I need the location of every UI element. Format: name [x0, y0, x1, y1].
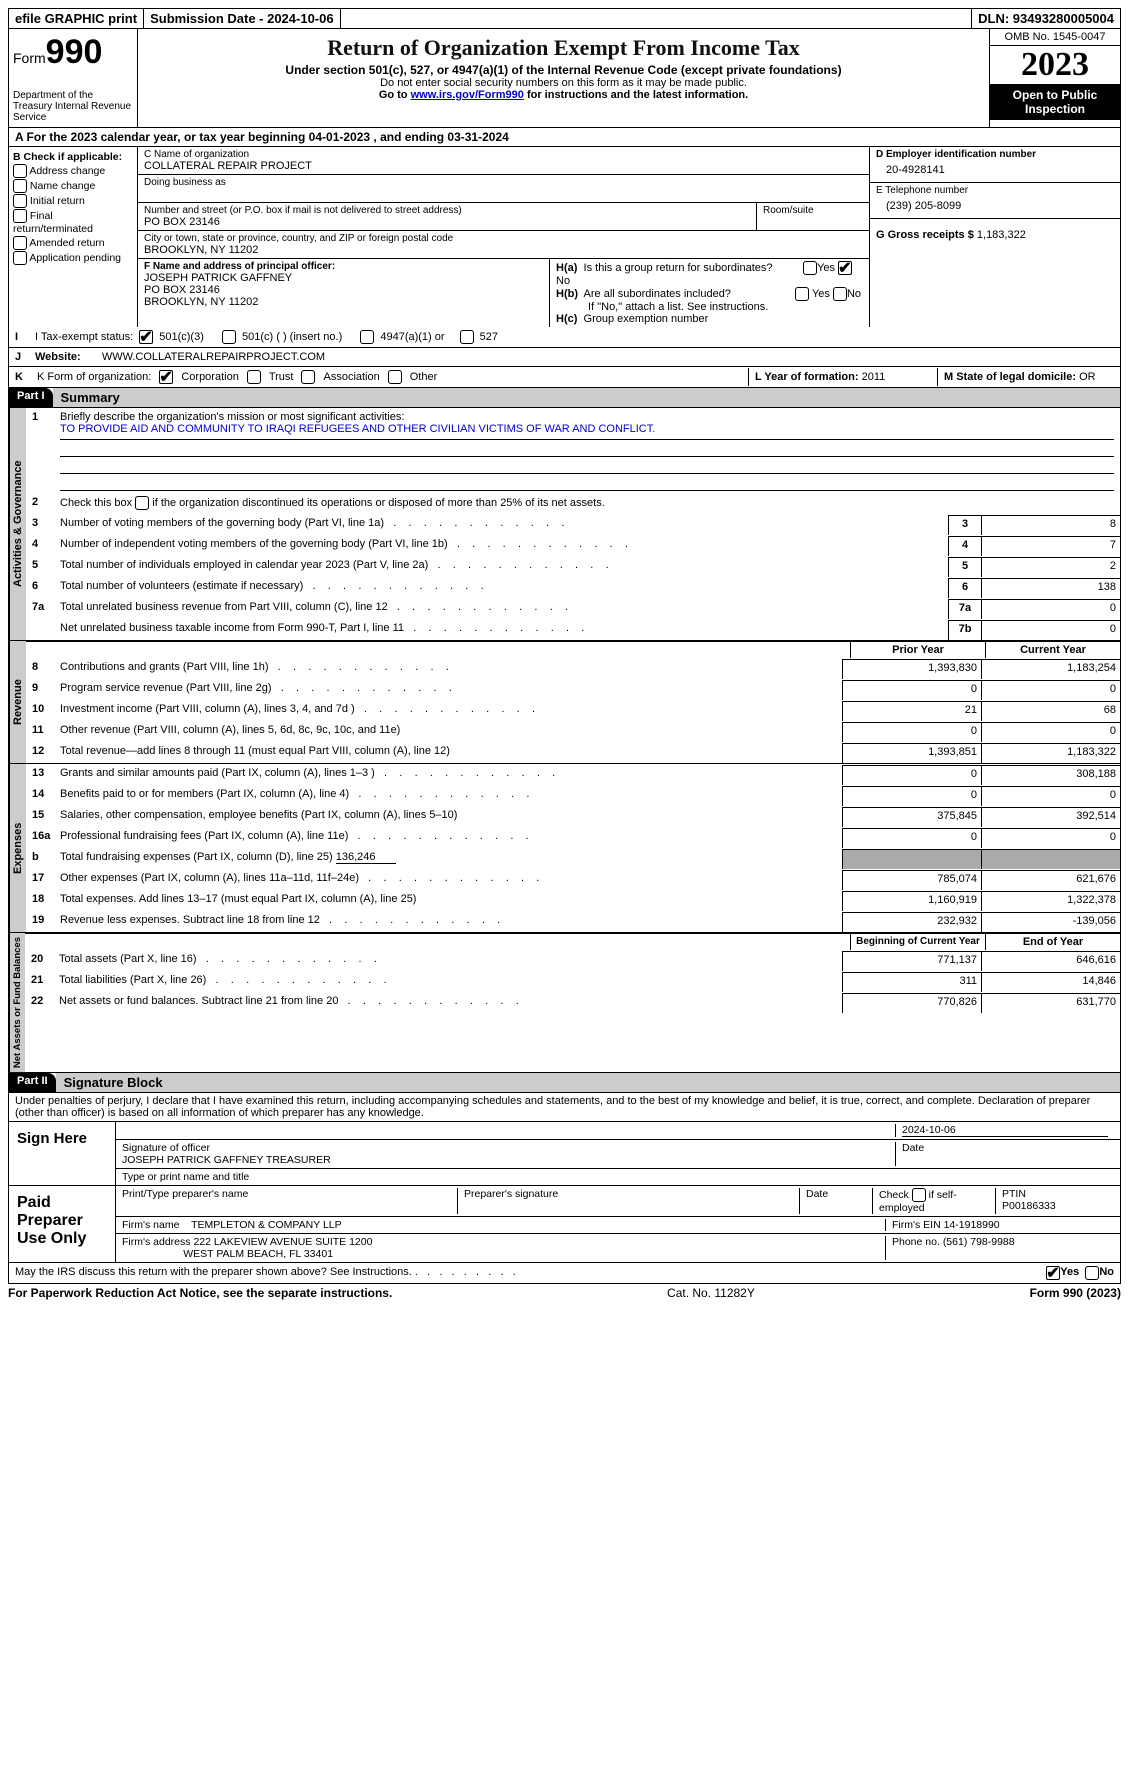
- val-6: 138: [981, 578, 1120, 598]
- val-4: 7: [981, 536, 1120, 556]
- top-bar: efile GRAPHIC print Submission Date - 20…: [8, 8, 1121, 29]
- form990-link[interactable]: www.irs.gov/Form990: [411, 89, 524, 101]
- cb-app-pending[interactable]: [13, 251, 27, 265]
- ptin: P00186333: [1002, 1200, 1102, 1212]
- hdr-boy: Beginning of Current Year: [850, 934, 985, 950]
- cb-assoc[interactable]: [301, 370, 315, 384]
- part1-label: Part I: [9, 388, 53, 407]
- open-to-public: Open to Public Inspection: [990, 84, 1120, 120]
- firm-ein: 14-1918990: [944, 1219, 1000, 1231]
- firm-addr: 222 LAKEVIEW AVENUE SUITE 1200: [193, 1236, 372, 1248]
- street: PO BOX 23146: [144, 216, 750, 228]
- hdr-current: Current Year: [985, 642, 1120, 658]
- part1-title: Summary: [53, 388, 1120, 407]
- tab-net-assets: Net Assets or Fund Balances: [9, 933, 25, 1072]
- cb-self-emp[interactable]: [912, 1188, 926, 1202]
- org-name: COLLATERAL REPAIR PROJECT: [144, 160, 863, 172]
- cat-no: Cat. No. 11282Y: [667, 1286, 755, 1300]
- cb-discontinued[interactable]: [135, 496, 149, 510]
- gross-label: G Gross receipts $: [876, 229, 974, 241]
- cb-discuss-yes[interactable]: [1046, 1266, 1060, 1280]
- year-formation: 2011: [862, 371, 886, 383]
- dba-label: Doing business as: [144, 177, 863, 188]
- val-5: 2: [981, 557, 1120, 577]
- part2-title: Signature Block: [56, 1073, 1120, 1092]
- state-domicile: OR: [1079, 371, 1096, 383]
- penalty-text: Under penalties of perjury, I declare th…: [8, 1093, 1121, 1122]
- firm-name: TEMPLETON & COMPANY LLP: [191, 1219, 342, 1231]
- form-number: 990: [46, 33, 103, 71]
- cb-name-change[interactable]: [13, 179, 27, 193]
- year-begin: 04-01-2023: [309, 130, 370, 144]
- footer: For Paperwork Reduction Act Notice, see …: [8, 1284, 1121, 1302]
- form-title: Return of Organization Exempt From Incom…: [142, 35, 985, 61]
- ein: 20-4928141: [876, 160, 1114, 180]
- firm-phone: (561) 798-9988: [943, 1236, 1015, 1248]
- dln: DLN: 93493280005004: [972, 9, 1120, 28]
- cb-trust[interactable]: [247, 370, 261, 384]
- cb-501c3[interactable]: [139, 330, 153, 344]
- cb-address-change[interactable]: [13, 164, 27, 178]
- hdr-prior: Prior Year: [850, 642, 985, 658]
- cb-amended[interactable]: [13, 236, 27, 250]
- omb-number: OMB No. 1545-0047: [990, 29, 1120, 46]
- tab-expenses: Expenses: [9, 764, 26, 932]
- org-name-label: C Name of organization: [144, 149, 863, 160]
- part2-label: Part II: [9, 1073, 56, 1092]
- cb-discuss-no[interactable]: [1085, 1266, 1099, 1280]
- val-3: 8: [981, 515, 1120, 535]
- form-header: Form990 Department of the Treasury Inter…: [8, 29, 1121, 128]
- officer-label: F Name and address of principal officer:: [144, 261, 335, 272]
- sign-date: 2024-10-06: [902, 1124, 956, 1136]
- cb-other[interactable]: [388, 370, 402, 384]
- cb-initial-return[interactable]: [13, 194, 27, 208]
- dept-label: Department of the Treasury Internal Reve…: [13, 90, 133, 123]
- cb-hb-no[interactable]: [833, 287, 847, 301]
- year-end: 03-31-2024: [447, 130, 508, 144]
- val-7a: 0: [981, 599, 1120, 619]
- cb-final-return[interactable]: [13, 209, 27, 223]
- form-subtitle: Under section 501(c), 527, or 4947(a)(1)…: [142, 63, 985, 77]
- cb-corp[interactable]: [159, 370, 173, 384]
- hdr-eoy: End of Year: [985, 934, 1120, 950]
- phone-label: E Telephone number: [876, 185, 1114, 196]
- cb-hb-yes[interactable]: [795, 287, 809, 301]
- tab-activities: Activities & Governance: [9, 408, 26, 640]
- website: WWW.COLLATERALREPAIRPROJECT.COM: [102, 351, 325, 363]
- pra-notice: For Paperwork Reduction Act Notice, see …: [8, 1286, 392, 1300]
- gross-receipts: 1,183,322: [977, 229, 1026, 241]
- form-word: Form: [13, 50, 46, 66]
- efile-label: efile GRAPHIC print: [9, 9, 144, 28]
- cb-4947[interactable]: [360, 330, 374, 344]
- tax-year: 2023: [990, 46, 1120, 84]
- paid-preparer: Paid Preparer Use Only: [9, 1186, 116, 1262]
- tab-revenue: Revenue: [9, 641, 26, 763]
- ein-label: D Employer identification number: [876, 149, 1036, 160]
- cb-ha-yes[interactable]: [803, 261, 817, 275]
- val-7b: 0: [981, 620, 1120, 640]
- officer-sig: JOSEPH PATRICK GAFFNEY TREASURER: [122, 1154, 889, 1166]
- cb-ha-no[interactable]: [838, 261, 852, 275]
- row-a: A For the 2023 calendar year, or tax yea…: [8, 128, 1121, 147]
- submission-date: Submission Date - 2024-10-06: [144, 9, 341, 28]
- fundraising-exp: 136,246: [336, 851, 396, 864]
- sign-here: Sign Here: [9, 1122, 116, 1185]
- cb-527[interactable]: [460, 330, 474, 344]
- section-b: B Check if applicable: Address change Na…: [9, 147, 138, 327]
- city: BROOKLYN, NY 11202: [144, 244, 863, 256]
- phone: (239) 205-8099: [876, 196, 1114, 216]
- officer-name: JOSEPH PATRICK GAFFNEY: [144, 272, 543, 284]
- cb-501c[interactable]: [222, 330, 236, 344]
- mission-text: TO PROVIDE AID AND COMMUNITY TO IRAQI RE…: [60, 423, 1114, 440]
- ssn-note: Do not enter social security numbers on …: [142, 77, 985, 89]
